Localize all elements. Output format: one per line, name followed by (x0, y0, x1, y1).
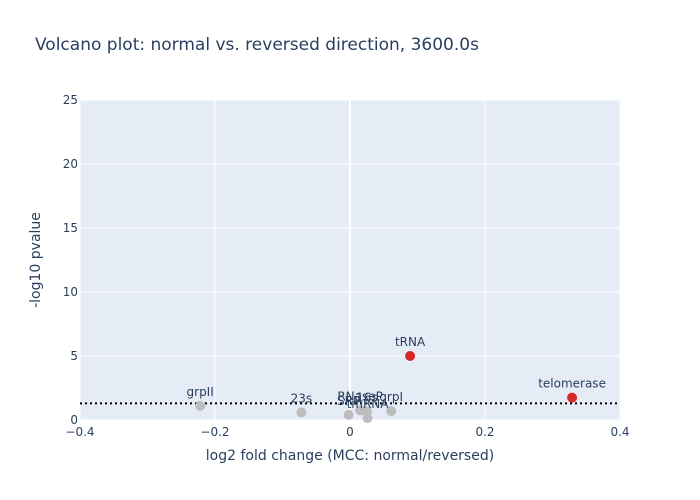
x-tick-label: 0.2 (475, 425, 494, 439)
y-tick-label: 10 (63, 285, 78, 299)
point-label: 16s (356, 391, 378, 405)
y-tick-label: 25 (63, 93, 78, 107)
y-tick-label: 15 (63, 221, 78, 235)
chart-title: Volcano plot: normal vs. reversed direct… (35, 35, 479, 55)
data-point[interactable] (343, 409, 354, 420)
grid-lines (79, 99, 621, 421)
x-axis-title: log2 fold change (MCC: normal/reversed) (206, 448, 494, 464)
y-axis-title: -log10 pvalue (28, 212, 44, 308)
x-axis-ticks: −0.4 −0.2 0 0.2 0.4 (65, 425, 629, 439)
y-tick-label: 0 (70, 413, 78, 427)
point-label: grpII (187, 385, 214, 399)
y-tick-label: 5 (70, 349, 78, 363)
point-label: grpI (379, 390, 403, 404)
point-label: 23s (291, 391, 313, 405)
data-point[interactable] (362, 413, 373, 424)
y-axis-ticks: 0 5 10 15 20 25 (63, 93, 78, 427)
point-label: SRP (337, 394, 360, 408)
x-tick-label: −0.4 (65, 425, 94, 439)
y-tick-label: 20 (63, 157, 78, 171)
data-point[interactable] (567, 392, 578, 403)
x-tick-label: −0.2 (200, 425, 229, 439)
x-tick-label: 0.4 (610, 425, 629, 439)
data-points (195, 351, 578, 424)
x-tick-label: 0 (346, 425, 354, 439)
data-point[interactable] (405, 351, 416, 361)
data-point[interactable] (195, 400, 206, 411)
point-label: telomerase (538, 377, 606, 391)
point-label: tRNA (395, 335, 426, 349)
point-label: tmRNA (347, 397, 390, 411)
point-label: RNaseP (337, 389, 383, 403)
data-point[interactable] (386, 406, 397, 417)
data-point[interactable] (296, 407, 307, 418)
